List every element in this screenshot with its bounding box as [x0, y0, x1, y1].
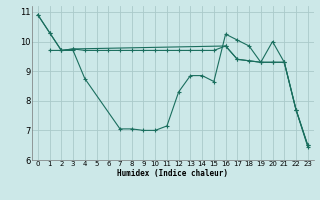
X-axis label: Humidex (Indice chaleur): Humidex (Indice chaleur)	[117, 169, 228, 178]
